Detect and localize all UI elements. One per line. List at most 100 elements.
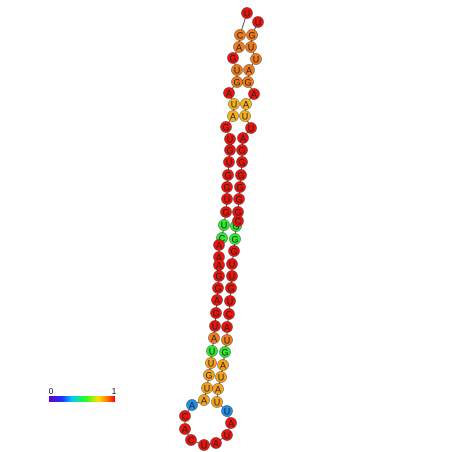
nucleotide-circle — [215, 371, 227, 383]
nucleotide-circle — [224, 144, 236, 156]
nucleotide-circle — [226, 258, 238, 270]
nucleotide-circle — [218, 219, 230, 231]
nucleotide-letter: U — [229, 272, 236, 282]
nucleotide-circle — [213, 239, 225, 251]
nucleotide-circle — [245, 122, 257, 134]
nucleotide-circle — [217, 359, 229, 371]
nucleotide-letter: G — [234, 208, 241, 218]
nucleotide-letter: G — [212, 309, 219, 319]
nucleotide-circle — [222, 169, 234, 181]
nucleotide-circle — [227, 110, 239, 122]
nucleotide-circle — [198, 394, 210, 406]
nucleotide-circle — [211, 396, 223, 408]
nucleotide-letter: U — [226, 158, 233, 168]
nucleotide-letter: A — [216, 261, 222, 271]
nucleotide-circle — [223, 87, 235, 99]
nucleotide-letter: C — [182, 412, 189, 422]
nucleotide-circle — [210, 307, 222, 319]
nucleotide-letter: A — [226, 89, 232, 99]
nucleotide-letter: G — [226, 146, 233, 156]
nucleotide-circle — [179, 410, 191, 422]
nucleotide-letter: G — [235, 195, 242, 205]
nucleotide-circle — [221, 193, 233, 205]
colorbar-gradient — [49, 396, 115, 402]
nucleotide-letter: C — [235, 217, 242, 227]
nucleotide-letter: U — [212, 322, 219, 332]
nucleotide-letter: A — [201, 396, 207, 406]
nucleotide-letter: U — [221, 221, 228, 231]
nucleotide-circle — [209, 320, 221, 332]
nucleotide-letter: A — [230, 112, 236, 122]
nucleotide-letter: G — [230, 247, 237, 257]
nucleotide-letter: G — [232, 222, 239, 232]
nucleotide-letter: U — [224, 195, 231, 205]
nucleotide-letter: U — [227, 297, 234, 307]
nucleotide-circle — [241, 7, 253, 19]
nucleotide-circle — [229, 233, 241, 245]
nucleotide-circle — [205, 357, 217, 369]
nucleotide-letter: C — [219, 234, 226, 244]
nucleotide-letter: A — [243, 100, 249, 110]
nucleotide-letter: A — [224, 323, 230, 333]
nucleotide-circle — [225, 417, 237, 429]
nucleotide-circle — [221, 429, 233, 441]
nucleotide-letter: U — [209, 347, 216, 357]
nucleotide-letter: G — [215, 272, 222, 282]
nucleotide-circle — [223, 156, 235, 168]
nucleotide-circle — [224, 295, 236, 307]
nucleotide-letter: G — [233, 78, 240, 88]
nucleotide-circle — [237, 132, 249, 144]
nucleotide-letter: A — [182, 425, 188, 435]
nucleotide-letter: U — [204, 384, 211, 394]
nucleotide-letter: U — [224, 407, 231, 417]
nucleotide-circle — [252, 16, 264, 28]
nucleotide-circle — [223, 308, 235, 320]
nucleotide-letter: G — [229, 54, 236, 64]
nucleotide-letter: A — [213, 439, 219, 449]
nucleotide-letter: C — [226, 310, 233, 320]
nucleotide-circle — [239, 110, 251, 122]
nucleotide-letter: A — [228, 419, 234, 429]
nucleotide-circle — [213, 270, 225, 282]
nucleotide-letter: U — [227, 135, 234, 145]
nucleotide-letter: G — [238, 158, 245, 168]
nucleotide-letter: U — [231, 100, 238, 110]
nucleotide-circle — [242, 76, 254, 88]
nucleotide-letter: A — [246, 66, 252, 76]
nucleotide-circle — [234, 181, 246, 193]
nucleotide-letter: G — [214, 284, 221, 294]
nucleotide-circle — [221, 321, 233, 333]
nucleotide-letter: A — [236, 43, 242, 53]
nucleotide-circle — [233, 193, 245, 205]
nucleotide-letter: A — [251, 90, 257, 100]
nucleotide-letter: U — [234, 66, 241, 76]
nucleotide-letter: U — [208, 359, 215, 369]
nucleotide-circle — [212, 282, 224, 294]
nucleotide-letter: G — [224, 171, 231, 181]
nucleotide-circle — [234, 29, 246, 41]
nucleotide-letter: G — [221, 348, 228, 358]
nucleotide-circle — [212, 383, 224, 395]
nucleotide-circle — [206, 345, 218, 357]
nucleotide-letter: A — [240, 134, 246, 144]
nucleotide-circle — [232, 206, 244, 218]
nucleotide-circle — [240, 98, 252, 110]
nucleotide-letter: U — [229, 260, 236, 270]
nucleotide-circle — [228, 245, 240, 257]
nucleotide-circle — [221, 181, 233, 193]
colorbar: 0 1 — [49, 387, 117, 402]
nucleotide-circle — [243, 64, 255, 76]
nucleotide-letter: U — [255, 18, 262, 28]
nucleotide-letter: G — [222, 123, 229, 133]
nucleotide-letter: U — [224, 336, 231, 346]
nucleotide-circle — [236, 156, 248, 168]
nucleotide-letter: U — [248, 43, 255, 53]
nucleotide-circle — [186, 399, 198, 411]
nucleotide-letter: C — [237, 31, 244, 41]
nucleotide-letter: U — [248, 124, 255, 134]
nucleotide-circle — [233, 41, 245, 53]
nucleotide-letter: U — [244, 9, 251, 19]
nucleotide-circle — [248, 88, 260, 100]
nucleotide-circle — [179, 423, 191, 435]
